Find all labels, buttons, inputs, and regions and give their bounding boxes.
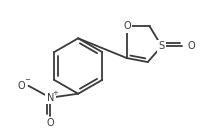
Text: N: N (47, 93, 54, 103)
Text: +: + (52, 90, 58, 96)
Text: O: O (188, 41, 195, 51)
Text: O: O (47, 118, 54, 129)
Text: −: − (25, 77, 30, 83)
Text: S: S (159, 41, 165, 51)
Text: O: O (123, 21, 131, 31)
Text: O: O (18, 81, 26, 91)
